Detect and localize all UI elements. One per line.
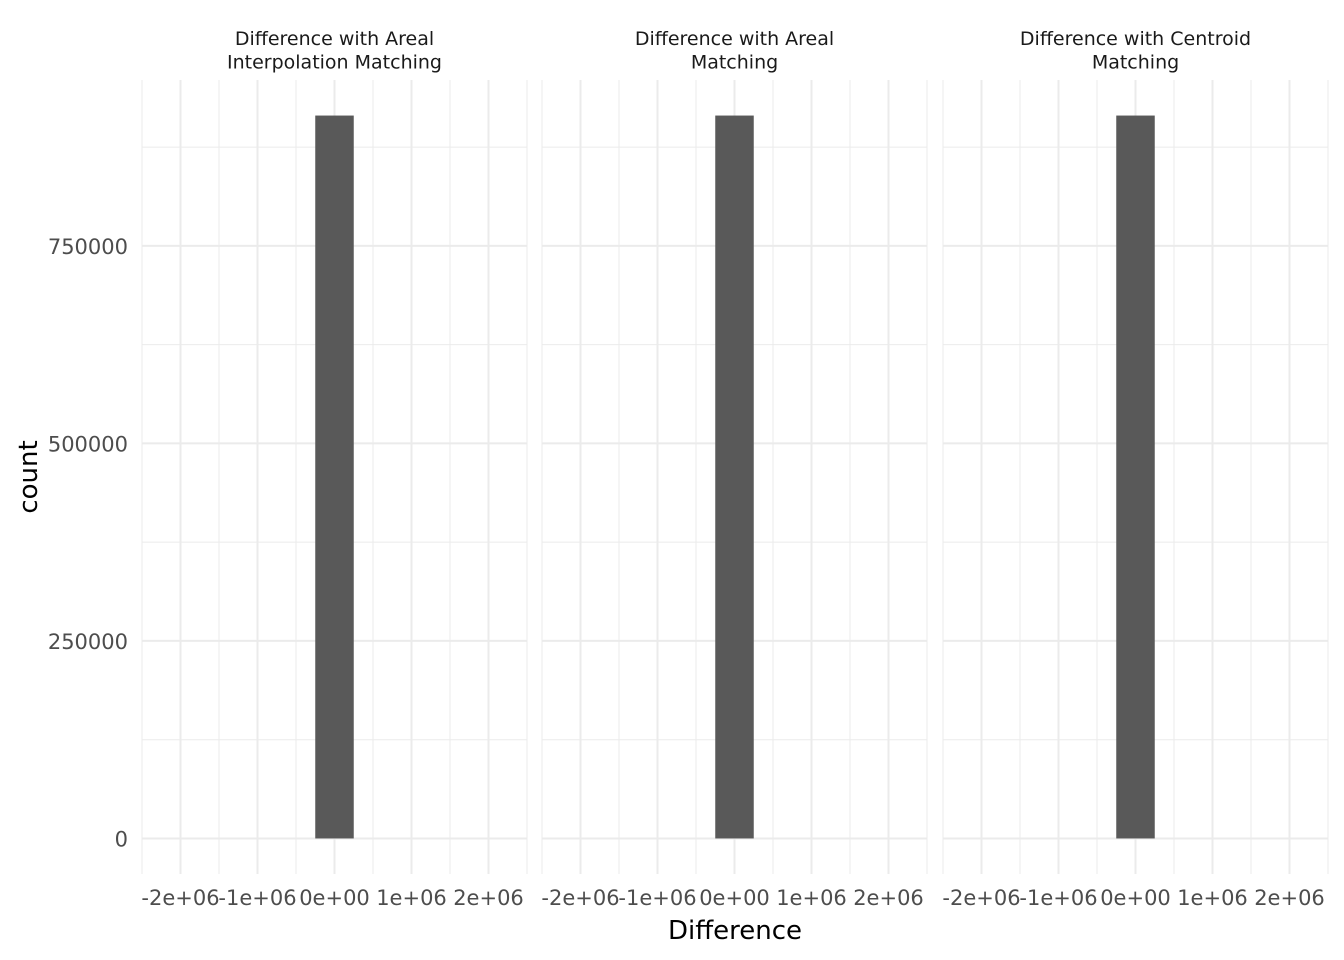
facet-panel: -2e+06-1e+06 0e+00 1e+06 2e+06 Difference wi… bbox=[942, 28, 1329, 910]
x-tick-label: 2e+06 bbox=[853, 886, 924, 910]
panel-title-line: Matching bbox=[1092, 52, 1179, 74]
x-tick-label: 2e+06 bbox=[1254, 886, 1325, 910]
histogram-bar bbox=[315, 115, 354, 839]
y-tick-label: 250000 bbox=[48, 630, 128, 654]
x-tick-label: 0e+00 bbox=[1100, 886, 1171, 910]
y-axis: 0 250000 500000 750000 bbox=[48, 235, 128, 852]
y-tick-label: 0 bbox=[115, 827, 128, 851]
panel-title-line: Matching bbox=[691, 52, 778, 74]
x-tick-label: 1e+06 bbox=[1177, 886, 1248, 910]
x-tick-label: -2e+06 bbox=[942, 886, 1020, 910]
panel-title-line: Interpolation Matching bbox=[227, 52, 442, 74]
x-tick-label: -2e+06 bbox=[541, 886, 619, 910]
x-tick-label: 1e+06 bbox=[776, 886, 847, 910]
x-tick-label: -2e+06 bbox=[141, 886, 219, 910]
x-tick-label: 2e+06 bbox=[453, 886, 524, 910]
x-axis-title: Difference bbox=[668, 916, 802, 946]
x-tick-label: 1e+06 bbox=[376, 886, 447, 910]
panel-title-line: Difference with Centroid bbox=[1020, 28, 1251, 50]
panel-title-line: Difference with Areal bbox=[235, 28, 434, 50]
x-tick-label: 0e+00 bbox=[699, 886, 770, 910]
x-tick-label: -1e+06 bbox=[218, 886, 296, 910]
facet-panel: -2e+06-1e+06 0e+00 1e+06 2e+06 Difference wi… bbox=[141, 28, 528, 910]
facet-panel: -2e+06-1e+06 0e+00 1e+06 2e+06 Difference wi… bbox=[541, 28, 928, 910]
y-tick-label: 500000 bbox=[48, 432, 128, 456]
histogram-bar bbox=[1116, 115, 1155, 839]
panel-title-line: Difference with Areal bbox=[635, 28, 834, 50]
x-tick-label: -1e+06 bbox=[1019, 886, 1097, 910]
y-axis-title: count bbox=[14, 440, 44, 513]
x-tick-label: -1e+06 bbox=[618, 886, 696, 910]
y-tick-label: 750000 bbox=[48, 235, 128, 259]
histogram-bar bbox=[715, 115, 754, 839]
x-tick-label: 0e+00 bbox=[299, 886, 370, 910]
